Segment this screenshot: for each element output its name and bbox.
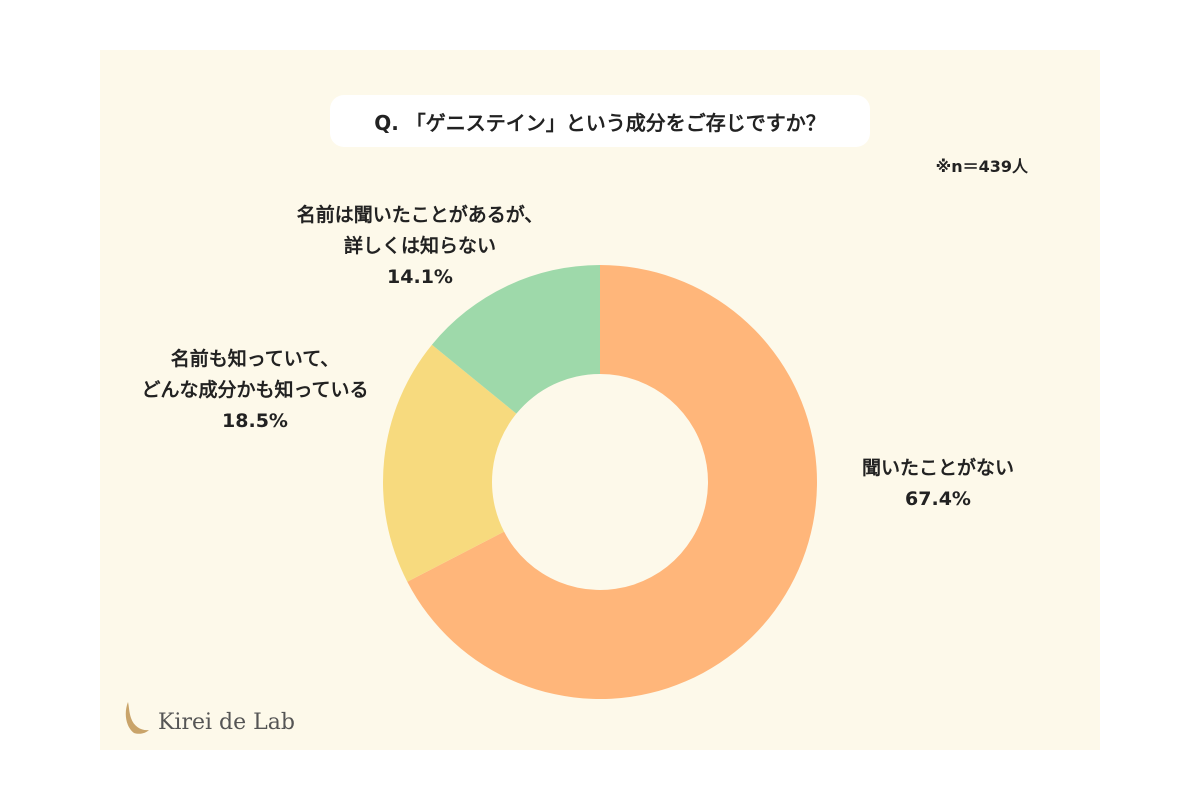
slice-label-never-heard-value: 67.4% <box>905 488 971 510</box>
slice-label-never-heard-line-1: 聞いたことがない <box>861 457 1014 479</box>
slice-label-know-both-line-2: どんな成分かも知っている <box>141 379 369 401</box>
chart-panel: Q. 「ゲニステイン」という成分をご存じですか？ ※n＝439人 聞いたことがな… <box>100 50 1100 750</box>
leaf-logo-icon <box>125 702 149 734</box>
donut-slice-name-only <box>431 265 600 414</box>
slice-label-know-both-line-1: 名前も知っていて、 <box>170 348 340 370</box>
donut-slice-never-heard <box>407 265 818 699</box>
slice-label-know-both: 名前も知っていて、 どんな成分かも知っている 18.5% <box>100 344 410 437</box>
slice-label-name-only-value: 14.1% <box>387 266 453 288</box>
donut-slice-know-both <box>383 344 517 582</box>
brand-logo: Kirei de Lab <box>122 700 295 736</box>
slice-label-name-only: 名前は聞いたことがあるが、 詳しくは知らない 14.1% <box>270 200 570 293</box>
question-title-box: Q. 「ゲニステイン」という成分をご存じですか？ <box>330 95 870 147</box>
brand-name: Kirei de Lab <box>158 710 295 735</box>
donut-chart <box>383 265 818 699</box>
chart-title: Q. 「ゲニステイン」という成分をご存じですか？ <box>374 110 826 135</box>
slice-label-name-only-line-2: 詳しくは知らない <box>343 235 496 257</box>
slice-label-know-both-value: 18.5% <box>222 410 288 432</box>
slice-label-never-heard: 聞いたことがない 67.4% <box>808 453 1068 515</box>
slice-label-name-only-line-1: 名前は聞いたことがあるが、 <box>296 204 544 226</box>
sample-size-note: ※n＝439人 <box>935 157 1028 176</box>
